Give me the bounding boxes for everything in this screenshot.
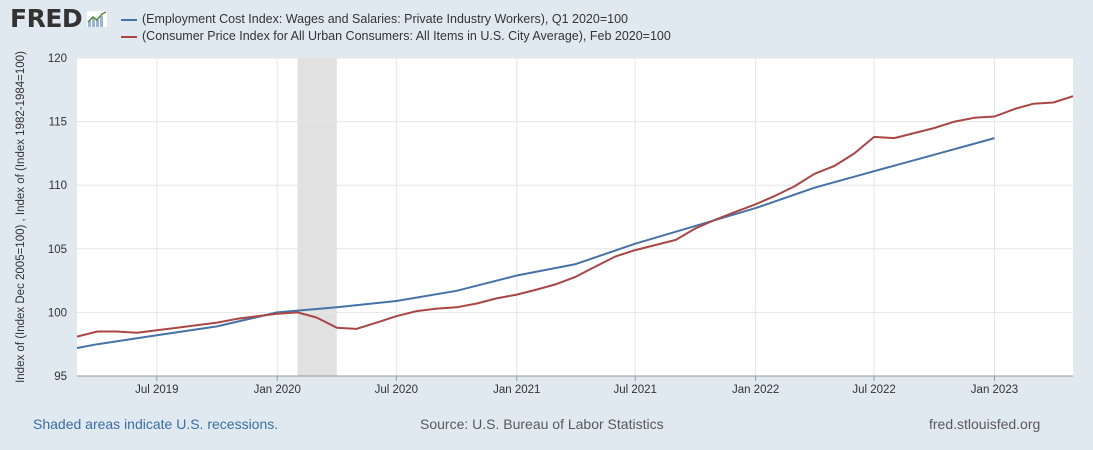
- x-tick-label: Jan 2023: [971, 384, 1018, 396]
- line-chart-icon: [86, 9, 109, 28]
- fred-logo-text: FRED: [10, 4, 83, 33]
- recession-note[interactable]: Shaded areas indicate U.S. recessions.: [33, 416, 279, 432]
- legend-item-ecistart[interactable]: (Employment Cost Index: Wages and Salari…: [121, 11, 671, 28]
- x-tick-label: Jul 2019: [135, 384, 178, 396]
- legend-label-cpi: (Consumer Price Index for All Urban Cons…: [142, 29, 671, 43]
- x-tick-label: Jan 2022: [732, 384, 779, 396]
- fred-logo[interactable]: FRED: [10, 4, 109, 33]
- cpi-series-line: [76, 95, 1074, 338]
- x-tick-label: Jan 2020: [254, 384, 301, 396]
- y-tick-label: 95: [54, 371, 67, 383]
- x-tick-label: Jan 2021: [493, 384, 540, 396]
- legend-item-cpi[interactable]: (Consumer Price Index for All Urban Cons…: [121, 28, 671, 45]
- y-tick-label: 110: [49, 180, 67, 192]
- line-chart: 95 100 105 110 115 120 Jul 2019 Jan 2020 Jul 202…: [15, 51, 1074, 396]
- x-tick-label: Jul 2020: [375, 384, 418, 396]
- legend-swatch-cpi: [121, 35, 137, 38]
- y-tick-label: 100: [48, 307, 67, 319]
- legend-swatch-eci: [121, 18, 137, 21]
- chart-legend: (Employment Cost Index: Wages and Salari…: [121, 11, 671, 45]
- y-tick-label: 120: [48, 53, 67, 65]
- y-tick-label: 115: [49, 117, 67, 129]
- y-tick-label: 105: [48, 244, 67, 256]
- recession-shading: [297, 58, 337, 376]
- eci-series-line: [76, 137, 995, 349]
- site-link[interactable]: fred.stlouisfed.org: [929, 416, 1041, 432]
- legend-label-eci: (Employment Cost Index: Wages and Salari…: [142, 12, 628, 26]
- x-tick-label: Jul 2021: [613, 384, 656, 396]
- source-note: Source: U.S. Bureau of Labor Statistics: [420, 416, 664, 432]
- y-axis-label: Index of (Index Dec 2005=100) , Index of…: [15, 51, 27, 383]
- x-tick-label: Jul 2022: [852, 384, 895, 396]
- plot-area: [77, 58, 1073, 376]
